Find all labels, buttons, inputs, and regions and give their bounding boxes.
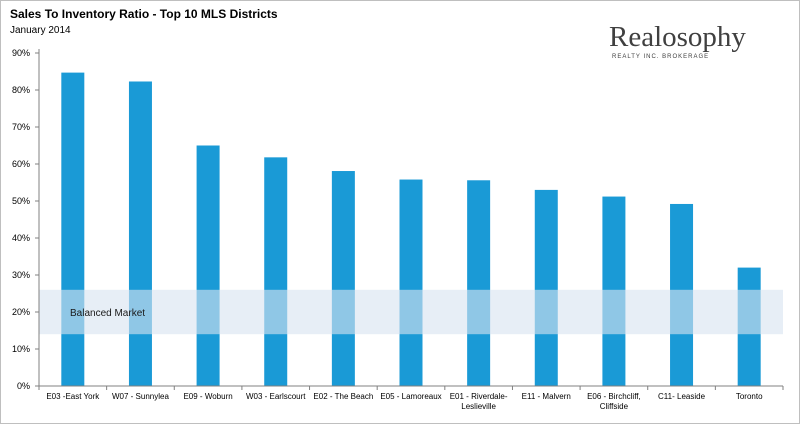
realosophy-logo: Realosophy REALTY INC. BROKERAGE — [609, 21, 759, 66]
y-tick-label: 60% — [12, 159, 30, 169]
y-tick-label: 40% — [12, 233, 30, 243]
y-tick-label: 80% — [12, 85, 30, 95]
y-tick-label: 0% — [17, 381, 30, 391]
y-tick-label: 50% — [12, 196, 30, 206]
x-tick-label: W07 - Sunnylea — [112, 392, 169, 401]
x-tick-label: Toronto — [736, 392, 763, 401]
y-tick-label: 30% — [12, 270, 30, 280]
bar — [61, 72, 85, 387]
x-tick-label: E02 - The Beach — [313, 392, 373, 401]
y-tick-label: 70% — [12, 122, 30, 132]
logo-name: Realosophy — [609, 21, 746, 53]
x-tick-label: E05 - Lamoreaux — [380, 392, 441, 401]
x-tick-label: E01 - Riverdale-Leslieville — [450, 392, 508, 411]
balanced-market-band: Balanced Market — [39, 289, 783, 335]
y-tick-label: 10% — [12, 344, 30, 354]
bar — [399, 179, 423, 386]
x-tick-label: E09 - Woburn — [183, 392, 232, 401]
bar — [196, 145, 220, 386]
balanced-market-band-rect — [39, 289, 783, 335]
y-tick-label: 20% — [12, 307, 30, 317]
x-axis-labels: E03 -East York W07 - Sunnylea E09 - Woburn… — [46, 392, 763, 411]
x-tick-label: E11 - Malvern — [522, 392, 571, 401]
x-tick-label: W03 - Earlscourt — [246, 392, 306, 401]
bar — [331, 171, 355, 386]
y-axis-ticks: 0% 10% 20% 30% 40% 50% 60% 70% 80% 90% — [12, 48, 39, 391]
x-tick-label: C11- Leaside — [658, 392, 706, 401]
y-tick-label: 90% — [12, 48, 30, 58]
balanced-market-label: Balanced Market — [70, 308, 145, 319]
bar — [534, 189, 558, 386]
bars — [61, 72, 761, 387]
x-tick-label: E03 -East York — [46, 392, 100, 401]
x-tick-label: E06 - Birchcliff, Cliffside — [587, 392, 641, 411]
bar — [264, 157, 288, 386]
bar — [467, 180, 491, 386]
chart-title: Sales To Inventory Ratio - Top 10 MLS Di… — [10, 7, 278, 21]
axes — [38, 49, 784, 390]
logo-tagline: REALTY INC. BROKERAGE — [612, 54, 710, 60]
bar — [128, 81, 152, 387]
chart-subtitle: January 2014 — [10, 25, 71, 36]
